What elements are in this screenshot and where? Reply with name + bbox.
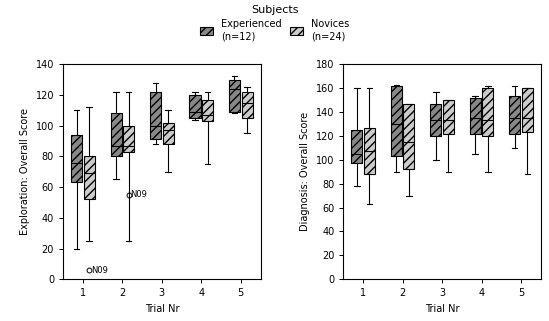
PathPatch shape: [202, 100, 213, 121]
PathPatch shape: [351, 130, 362, 163]
X-axis label: Trial Nr: Trial Nr: [425, 304, 460, 314]
PathPatch shape: [189, 95, 200, 118]
PathPatch shape: [83, 156, 95, 199]
PathPatch shape: [229, 80, 240, 112]
PathPatch shape: [470, 98, 481, 134]
PathPatch shape: [163, 123, 173, 144]
PathPatch shape: [150, 92, 161, 140]
PathPatch shape: [391, 86, 402, 156]
PathPatch shape: [242, 92, 253, 118]
PathPatch shape: [509, 96, 520, 134]
PathPatch shape: [522, 88, 533, 132]
PathPatch shape: [123, 126, 134, 152]
Y-axis label: Exploration: Overall Score: Exploration: Overall Score: [20, 108, 30, 235]
PathPatch shape: [443, 100, 454, 134]
PathPatch shape: [404, 104, 414, 169]
Legend: Experienced
(n=12), Novices
(n=24): Experienced (n=12), Novices (n=24): [197, 2, 352, 44]
Y-axis label: Diagnosis: Overall Score: Diagnosis: Overall Score: [300, 112, 310, 231]
Text: N09: N09: [91, 265, 108, 274]
PathPatch shape: [364, 127, 375, 174]
X-axis label: Trial Nr: Trial Nr: [144, 304, 179, 314]
PathPatch shape: [110, 113, 121, 156]
Text: N09: N09: [130, 190, 147, 199]
PathPatch shape: [71, 135, 82, 182]
PathPatch shape: [483, 88, 494, 136]
PathPatch shape: [430, 104, 441, 136]
